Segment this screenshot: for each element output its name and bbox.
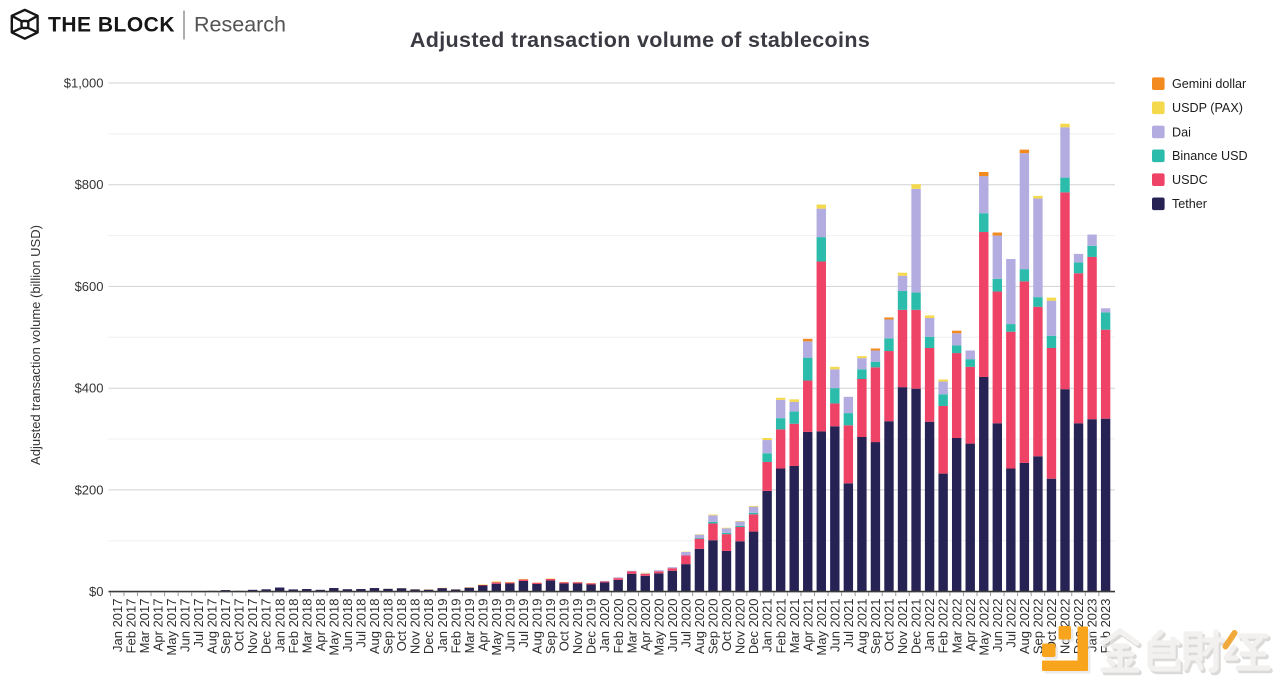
svg-text:Aug 2020: Aug 2020 bbox=[692, 599, 707, 655]
svg-text:May 2019: May 2019 bbox=[489, 599, 504, 656]
svg-text:Tether: Tether bbox=[1172, 197, 1207, 211]
svg-text:$0: $0 bbox=[89, 584, 103, 599]
svg-text:Nov 2019: Nov 2019 bbox=[570, 599, 585, 655]
svg-text:Apr 2022: Apr 2022 bbox=[963, 599, 978, 652]
svg-text:Mar 2021: Mar 2021 bbox=[787, 599, 802, 654]
svg-text:Jul 2017: Jul 2017 bbox=[191, 599, 206, 648]
svg-text:$1,000: $1,000 bbox=[64, 75, 104, 90]
svg-text:Mar 2018: Mar 2018 bbox=[299, 599, 314, 654]
svg-text:Dec 2017: Dec 2017 bbox=[259, 599, 274, 655]
svg-text:Aug 2018: Aug 2018 bbox=[367, 599, 382, 655]
svg-text:Oct 2017: Oct 2017 bbox=[232, 599, 247, 652]
svg-text:$600: $600 bbox=[75, 279, 104, 294]
svg-text:Adjusted transaction volume (b: Adjusted transaction volume (billion USD… bbox=[28, 225, 43, 465]
svg-text:$200: $200 bbox=[75, 482, 104, 497]
svg-text:Feb 2020: Feb 2020 bbox=[611, 599, 626, 654]
svg-text:Jul 2019: Jul 2019 bbox=[516, 599, 531, 648]
svg-text:$400: $400 bbox=[75, 381, 104, 396]
svg-text:Jul 2018: Jul 2018 bbox=[354, 599, 369, 648]
svg-text:Sep 2017: Sep 2017 bbox=[218, 599, 233, 655]
svg-text:Mar 2017: Mar 2017 bbox=[137, 599, 152, 654]
svg-text:Jun 2019: Jun 2019 bbox=[502, 599, 517, 653]
svg-text:USDC: USDC bbox=[1172, 173, 1208, 187]
svg-text:Nov 2018: Nov 2018 bbox=[408, 599, 423, 655]
svg-text:Dai: Dai bbox=[1172, 125, 1191, 139]
svg-text:THE BLOCK: THE BLOCK bbox=[48, 14, 175, 37]
svg-text:Oct 2022: Oct 2022 bbox=[1044, 599, 1059, 652]
svg-text:Mar 2022: Mar 2022 bbox=[949, 599, 964, 654]
svg-text:Jun 2020: Jun 2020 bbox=[665, 599, 680, 653]
svg-text:Jul 2022: Jul 2022 bbox=[1003, 598, 1018, 647]
svg-text:Jun 2017: Jun 2017 bbox=[178, 599, 193, 653]
svg-text:Jan 2019: Jan 2019 bbox=[435, 599, 450, 653]
svg-text:Apr 2018: Apr 2018 bbox=[313, 599, 328, 652]
svg-text:Mar 2019: Mar 2019 bbox=[462, 599, 477, 654]
svg-text:Apr 2021: Apr 2021 bbox=[800, 599, 815, 652]
svg-text:May 2021: May 2021 bbox=[814, 599, 829, 656]
svg-text:Aug 2022: Aug 2022 bbox=[1017, 599, 1032, 655]
svg-text:Jul 2021: Jul 2021 bbox=[841, 599, 856, 648]
svg-text:May 2020: May 2020 bbox=[651, 599, 666, 656]
svg-text:Jul 2020: Jul 2020 bbox=[678, 599, 693, 648]
svg-text:Oct 2021: Oct 2021 bbox=[882, 599, 897, 652]
svg-text:$800: $800 bbox=[75, 177, 104, 192]
svg-text:Apr 2020: Apr 2020 bbox=[638, 599, 653, 652]
svg-text:Nov 2020: Nov 2020 bbox=[733, 599, 748, 655]
svg-text:Sep 2020: Sep 2020 bbox=[706, 599, 721, 655]
svg-text:Jan 2022: Jan 2022 bbox=[922, 599, 937, 653]
svg-text:Dec 2020: Dec 2020 bbox=[746, 599, 761, 655]
svg-text:May 2022: May 2022 bbox=[976, 599, 991, 656]
svg-text:Jan 2017: Jan 2017 bbox=[110, 599, 125, 653]
svg-text:Feb 2017: Feb 2017 bbox=[123, 599, 138, 654]
svg-text:Mar 2020: Mar 2020 bbox=[624, 599, 639, 654]
svg-text:Sep 2021: Sep 2021 bbox=[868, 599, 883, 655]
svg-text:Sep 2019: Sep 2019 bbox=[543, 599, 558, 655]
svg-text:Jan 2018: Jan 2018 bbox=[272, 599, 287, 653]
svg-text:May 2018: May 2018 bbox=[326, 599, 341, 656]
svg-text:Jan 2020: Jan 2020 bbox=[597, 599, 612, 653]
svg-text:Jun 2022: Jun 2022 bbox=[990, 599, 1005, 653]
svg-text:Jun 2018: Jun 2018 bbox=[340, 599, 355, 653]
svg-text:Research: Research bbox=[194, 13, 286, 37]
svg-text:Dec 2021: Dec 2021 bbox=[909, 599, 924, 655]
svg-text:Jan 2021: Jan 2021 bbox=[760, 599, 775, 653]
svg-text:Oct 2018: Oct 2018 bbox=[394, 599, 409, 652]
svg-text:USDP (PAX): USDP (PAX) bbox=[1172, 101, 1243, 115]
svg-text:Jun 2021: Jun 2021 bbox=[827, 599, 842, 653]
svg-text:Feb 2021: Feb 2021 bbox=[773, 599, 788, 654]
svg-text:Dec 2019: Dec 2019 bbox=[584, 599, 599, 655]
svg-text:Sep 2018: Sep 2018 bbox=[381, 599, 396, 655]
svg-text:Apr 2019: Apr 2019 bbox=[475, 599, 490, 652]
svg-text:Feb 2019: Feb 2019 bbox=[448, 599, 463, 654]
svg-text:Feb 2022: Feb 2022 bbox=[936, 599, 951, 654]
svg-text:Dec 2018: Dec 2018 bbox=[421, 599, 436, 655]
svg-text:Sep 2022: Sep 2022 bbox=[1031, 599, 1046, 655]
svg-text:Binance USD: Binance USD bbox=[1172, 149, 1248, 163]
svg-text:May 2017: May 2017 bbox=[164, 599, 179, 656]
svg-text:Aug 2021: Aug 2021 bbox=[855, 599, 870, 655]
svg-text:Apr 2017: Apr 2017 bbox=[150, 599, 165, 652]
svg-text:Feb 2018: Feb 2018 bbox=[286, 599, 301, 654]
svg-text:Gemini dollar: Gemini dollar bbox=[1172, 77, 1246, 91]
svg-text:Nov 2017: Nov 2017 bbox=[245, 599, 260, 655]
svg-text:Oct 2020: Oct 2020 bbox=[719, 599, 734, 652]
svg-text:Aug 2019: Aug 2019 bbox=[530, 599, 545, 655]
svg-text:Oct 2019: Oct 2019 bbox=[557, 599, 572, 652]
svg-text:Aug 2017: Aug 2017 bbox=[205, 599, 220, 655]
svg-text:Nov 2021: Nov 2021 bbox=[895, 599, 910, 655]
